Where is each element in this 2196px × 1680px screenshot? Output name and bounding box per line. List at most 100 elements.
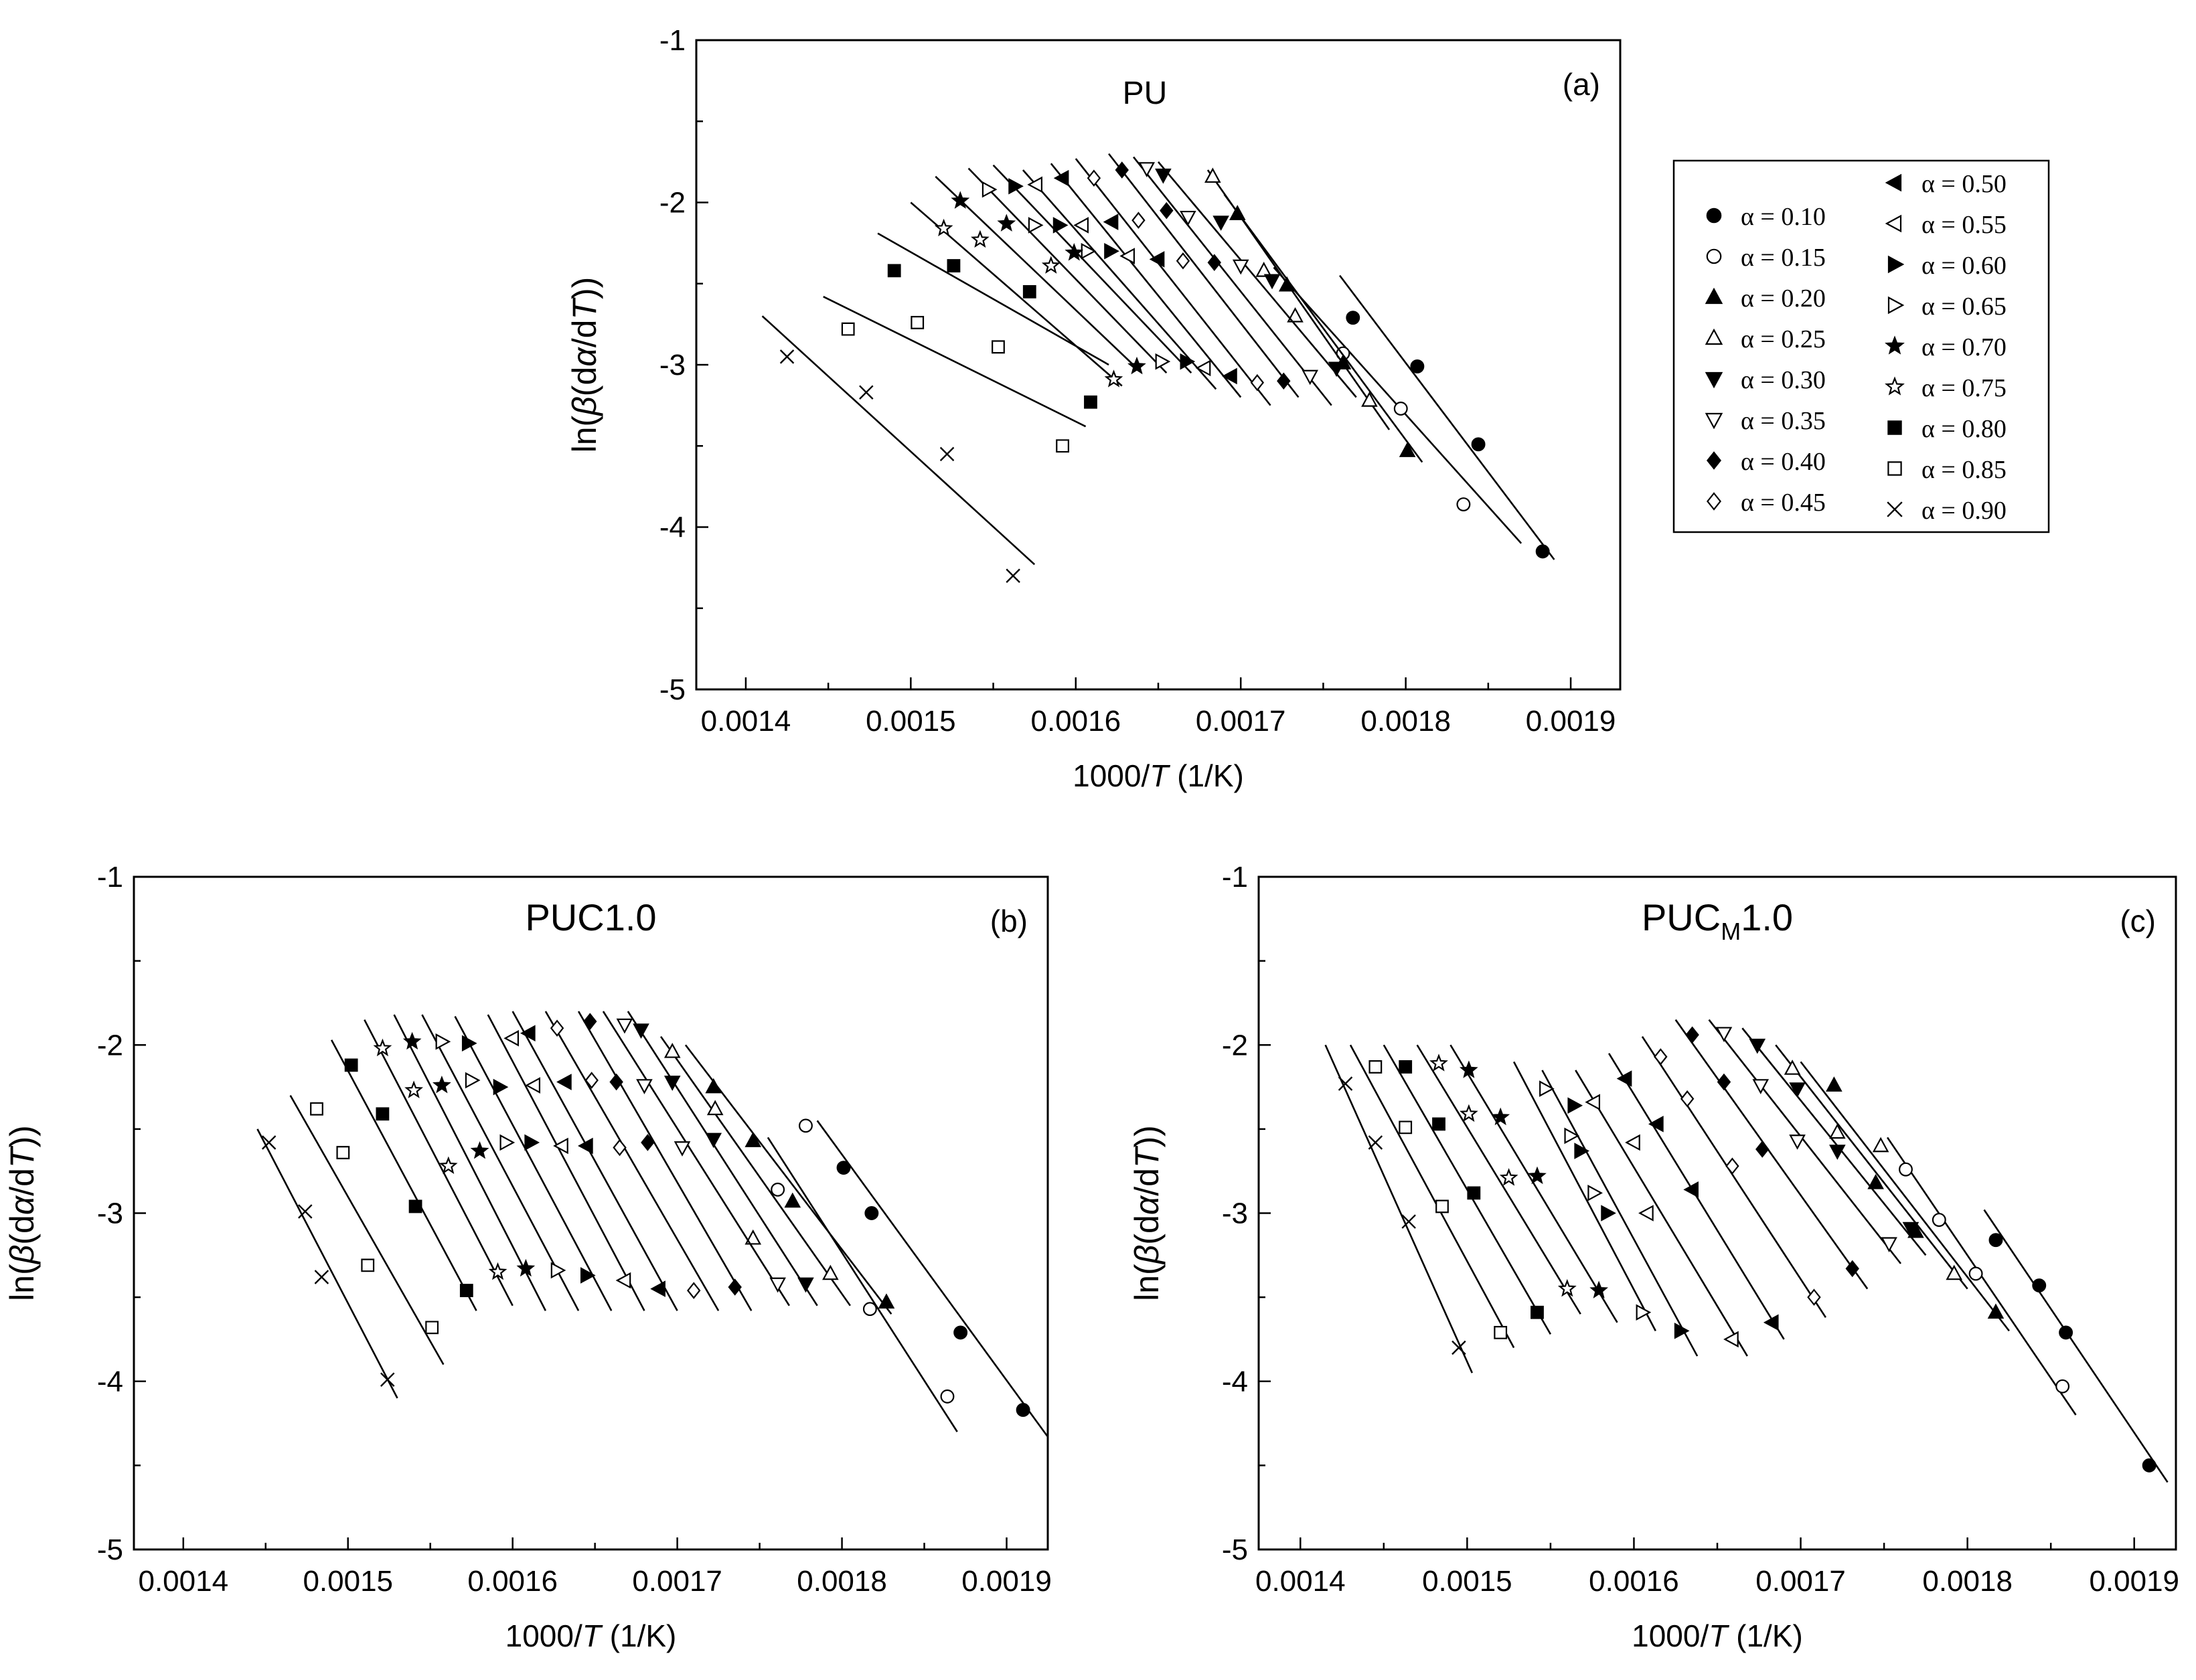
data-point — [1902, 1222, 1919, 1238]
legend-entry: α = 0.35 — [1705, 407, 1826, 435]
chart-title: PUCM1.0 — [1642, 896, 1793, 945]
data-point — [1564, 1127, 1580, 1145]
data-point — [878, 1293, 895, 1309]
data-point — [1674, 1323, 1690, 1339]
legend-marker — [1887, 255, 1905, 274]
data-point — [580, 1267, 596, 1284]
data-point — [1685, 1026, 1699, 1043]
data-point — [1636, 1304, 1652, 1321]
fit-line — [1022, 169, 1217, 390]
legend-marker — [1885, 335, 1905, 355]
data-point — [488, 1262, 507, 1280]
fit-line — [1206, 169, 1391, 430]
data-point — [1491, 1107, 1510, 1126]
data-point — [1946, 1264, 1963, 1280]
data-point — [584, 1072, 599, 1089]
data-point — [1899, 1162, 1913, 1177]
data-point — [799, 1118, 813, 1133]
legend-entry: α = 0.80 — [1887, 415, 2007, 443]
data-point — [951, 191, 970, 209]
legend-marker — [1887, 501, 1903, 517]
data-point — [744, 1229, 762, 1245]
fit-line — [967, 167, 1168, 374]
legend-entry: α = 0.25 — [1705, 325, 1826, 353]
data-point — [1749, 1038, 1766, 1054]
series-alpha-0.70 — [1449, 1044, 1618, 1323]
data-point — [1287, 307, 1304, 323]
data-point — [520, 1025, 536, 1041]
data-point — [836, 1161, 851, 1175]
data-point — [992, 340, 1005, 354]
data-point — [1065, 243, 1084, 261]
series-alpha-0.75 — [910, 201, 1123, 388]
legend-label: α = 0.85 — [1922, 456, 2007, 484]
data-point — [939, 446, 955, 462]
fit-line — [1383, 1044, 1552, 1335]
data-point — [1222, 367, 1237, 385]
data-point — [616, 1018, 633, 1034]
series-alpha-0.45 — [544, 1011, 720, 1311]
series-alpha-0.20 — [1800, 1061, 2010, 1332]
legend-entry: α = 0.65 — [1887, 292, 2007, 321]
data-point — [769, 1277, 786, 1293]
data-point — [314, 1270, 329, 1284]
data-point — [1601, 1205, 1616, 1222]
y-tick-label: -2 — [1222, 1029, 1248, 1062]
fit-line — [1158, 161, 1357, 398]
data-point — [1232, 259, 1249, 275]
fit-line — [1800, 1061, 2010, 1332]
data-point — [408, 1199, 422, 1213]
data-point — [982, 181, 998, 198]
series-alpha-0.20 — [684, 1044, 895, 1315]
series-alpha-0.85 — [289, 1094, 445, 1365]
fit-line — [602, 1011, 790, 1307]
data-point — [636, 1079, 653, 1094]
y-axis-label: ln(β(dα/dT)) — [566, 277, 603, 453]
legend-entry: α = 0.20 — [1705, 284, 1826, 313]
fit-line — [992, 164, 1192, 374]
fit-line — [330, 1039, 477, 1311]
data-point — [1041, 256, 1061, 274]
data-point — [439, 1156, 458, 1174]
data-point — [609, 1073, 623, 1091]
data-point — [344, 1058, 358, 1072]
legend-frame — [1672, 159, 2050, 533]
y-tick-label: -1 — [1222, 861, 1248, 894]
data-point — [1829, 1145, 1846, 1160]
data-point — [1328, 361, 1345, 377]
x-tick-label: 0.0014 — [701, 705, 791, 738]
legend-entry: α = 0.50 — [1885, 170, 2007, 198]
legend-marker — [1705, 328, 1723, 345]
data-point — [1531, 1305, 1544, 1319]
data-point — [1432, 1117, 1445, 1131]
data-point — [1872, 1137, 1889, 1153]
data-point — [402, 1031, 422, 1050]
data-point — [380, 1372, 395, 1387]
data-point — [1393, 402, 1408, 416]
data-point — [1585, 1094, 1601, 1110]
data-point — [797, 1277, 814, 1293]
data-point — [1683, 1181, 1699, 1198]
fit-line — [256, 1128, 398, 1399]
legend-label: α = 0.50 — [1922, 170, 2007, 198]
data-point — [425, 1321, 439, 1335]
data-point — [1755, 1141, 1770, 1158]
data-point — [1763, 1314, 1779, 1331]
series-alpha-0.65 — [1512, 1061, 1656, 1331]
data-point — [1084, 395, 1097, 409]
data-point — [1932, 1213, 1946, 1228]
series-alpha-0.30 — [627, 1011, 818, 1307]
data-point — [361, 1258, 375, 1272]
legend-label: α = 0.30 — [1741, 366, 1826, 394]
fit-line — [487, 1014, 645, 1311]
fit-line — [1050, 163, 1242, 398]
data-point — [779, 349, 795, 364]
data-point — [1176, 252, 1190, 270]
data-point — [1195, 359, 1211, 377]
legend-entry: α = 0.30 — [1705, 366, 1826, 394]
fit-line — [512, 1011, 678, 1311]
legend-marker — [1706, 248, 1722, 264]
data-point — [1073, 217, 1089, 234]
legend-entry: α = 0.15 — [1706, 244, 1826, 272]
